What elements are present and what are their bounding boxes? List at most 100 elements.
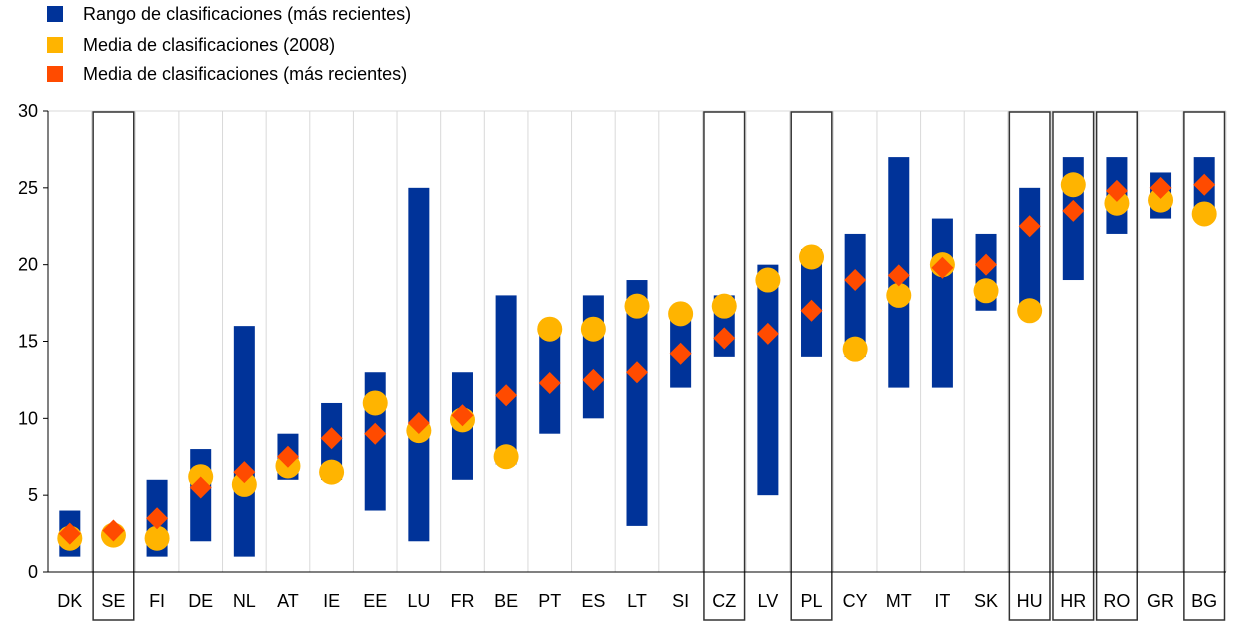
x-tick-label-cy: CY bbox=[843, 591, 868, 611]
mean-recent-point-ee bbox=[364, 422, 387, 445]
mean-2008-point-cy bbox=[842, 336, 868, 362]
mean-recent-point-it bbox=[931, 256, 954, 279]
y-tick-label: 0 bbox=[28, 562, 38, 582]
range-bars bbox=[59, 157, 1215, 557]
x-tick-label-lu: LU bbox=[407, 591, 430, 611]
legend-swatch-range bbox=[47, 6, 63, 22]
x-tick-label-es: ES bbox=[581, 591, 605, 611]
x-tick-label-cz: CZ bbox=[712, 591, 736, 611]
mean-2008-point-ro bbox=[1104, 190, 1130, 216]
legend-swatch-mean-recent bbox=[47, 66, 63, 82]
mean-recent-point-ie bbox=[320, 427, 343, 450]
range-bar-lt bbox=[626, 280, 648, 526]
x-tick-label-sk: SK bbox=[974, 591, 998, 611]
x-tick-label-ie: IE bbox=[323, 591, 340, 611]
highlight-box-hu bbox=[1008, 111, 1051, 621]
y-tick-label: 10 bbox=[18, 408, 38, 428]
mean-2008-point-si bbox=[668, 301, 694, 327]
legend-label-mean-recent: Media de clasificaciones (más recientes) bbox=[83, 64, 407, 84]
mean-2008-point-be bbox=[493, 444, 519, 470]
mean-recent-point-bg bbox=[1193, 173, 1216, 196]
mean-2008-point-lt bbox=[624, 293, 650, 319]
highlight-box-se bbox=[92, 111, 135, 621]
mean-2008-point-lv bbox=[755, 267, 781, 293]
mean-recent-point-es bbox=[582, 368, 605, 391]
y-tick-label: 5 bbox=[28, 485, 38, 505]
legend-label-mean-2008: Media de clasificaciones (2008) bbox=[83, 35, 335, 55]
y-tick-label: 20 bbox=[18, 255, 38, 275]
x-tick-label-mt: MT bbox=[886, 591, 912, 611]
mean-recent-point-be bbox=[495, 384, 518, 407]
mean-recent-point-lv bbox=[756, 322, 779, 345]
range-bar-it bbox=[931, 218, 953, 388]
highlight-boxes bbox=[92, 111, 1226, 621]
y-tick-label: 30 bbox=[18, 101, 38, 121]
x-tick-label-lt: LT bbox=[627, 591, 647, 611]
x-tick-label-dk: DK bbox=[57, 591, 82, 611]
mean-recent-point-fr bbox=[451, 404, 474, 427]
x-tick-label-si: SI bbox=[672, 591, 689, 611]
y-tick-label: 25 bbox=[18, 178, 38, 198]
x-tick-label-de: DE bbox=[188, 591, 213, 611]
x-tick-label-bg: BG bbox=[1191, 591, 1217, 611]
range-bar-be bbox=[495, 295, 517, 465]
x-tick-label-hr: HR bbox=[1060, 591, 1086, 611]
mean-2008-point-pt bbox=[537, 316, 563, 342]
legend-swatch-mean-2008 bbox=[47, 37, 63, 53]
mean-recent-point-at bbox=[276, 445, 299, 468]
mean-recent-point-gr bbox=[1149, 176, 1172, 199]
mean-recent-point-pt bbox=[538, 371, 561, 394]
mean-2008-point-pl bbox=[799, 244, 825, 270]
mean-recent-point-cy bbox=[844, 269, 867, 292]
y-axis: 0 5 10 15 20 25 30 bbox=[18, 101, 49, 582]
range-bar-es bbox=[582, 295, 604, 419]
x-axis: DK SE FI DE NL AT IE EE LU FR BE PT ES LT SI CZ LV PL CY MT… bbox=[48, 571, 1226, 611]
highlight-box-bg bbox=[1183, 111, 1226, 621]
mean-2008-point-nl bbox=[231, 471, 257, 497]
x-tick-label-pt: PT bbox=[538, 591, 561, 611]
y-tick-label: 15 bbox=[18, 332, 38, 352]
highlight-box-hr bbox=[1052, 111, 1095, 621]
x-tick-label-it: IT bbox=[934, 591, 950, 611]
x-tick-label-ee: EE bbox=[363, 591, 387, 611]
legend: Rango de clasificaciones (más recientes)… bbox=[47, 4, 411, 84]
x-tick-label-se: SE bbox=[101, 591, 125, 611]
mean-2008-point-ie bbox=[319, 459, 345, 485]
mean-recent-point-mt bbox=[887, 264, 910, 287]
mean-2008-point-gr bbox=[1148, 187, 1174, 213]
range-bar-nl bbox=[233, 326, 255, 557]
range-bar-hu bbox=[1019, 187, 1041, 311]
mean-recent-point-se bbox=[102, 519, 125, 542]
mean-recent-point-dk bbox=[58, 522, 81, 545]
mean-recent-point-lu bbox=[407, 411, 430, 434]
grid bbox=[47, 110, 1227, 572]
range-bar-lv bbox=[757, 264, 779, 496]
x-tick-label-at: AT bbox=[277, 591, 299, 611]
mean-2008-point-hu bbox=[1017, 298, 1043, 324]
mean-recent-point-lt bbox=[626, 361, 648, 384]
mean-recent-point-ro bbox=[1105, 179, 1128, 202]
mean-2008-point-sk bbox=[973, 278, 999, 304]
mean-recent-point-de bbox=[189, 476, 212, 499]
mean-2008-point-mt bbox=[886, 282, 912, 308]
mean-recent-point-si bbox=[669, 342, 692, 365]
mean-recent-point-sk bbox=[975, 253, 998, 276]
mean-2008-point-hr bbox=[1060, 172, 1086, 198]
mean-2008-point-cz bbox=[711, 293, 737, 319]
x-tick-label-nl: NL bbox=[233, 591, 256, 611]
x-tick-label-fi: FI bbox=[149, 591, 165, 611]
range-bar-lu bbox=[408, 187, 430, 542]
mean-recent-point-nl bbox=[233, 461, 256, 484]
mean-2008-point-ee bbox=[362, 390, 388, 416]
mean-recent-point-fi bbox=[146, 507, 169, 530]
x-tick-label-be: BE bbox=[494, 591, 518, 611]
mean-recent-markers bbox=[58, 173, 1216, 545]
mean-2008-point-es bbox=[580, 316, 606, 342]
mean-recent-point-cz bbox=[713, 327, 736, 350]
range-bar-cy bbox=[844, 233, 866, 357]
x-tick-label-ro: RO bbox=[1103, 591, 1130, 611]
legend-label-range: Rango de clasificaciones (más recientes) bbox=[83, 4, 411, 24]
highlight-box-cz bbox=[703, 111, 746, 621]
x-tick-label-lv: LV bbox=[758, 591, 779, 611]
